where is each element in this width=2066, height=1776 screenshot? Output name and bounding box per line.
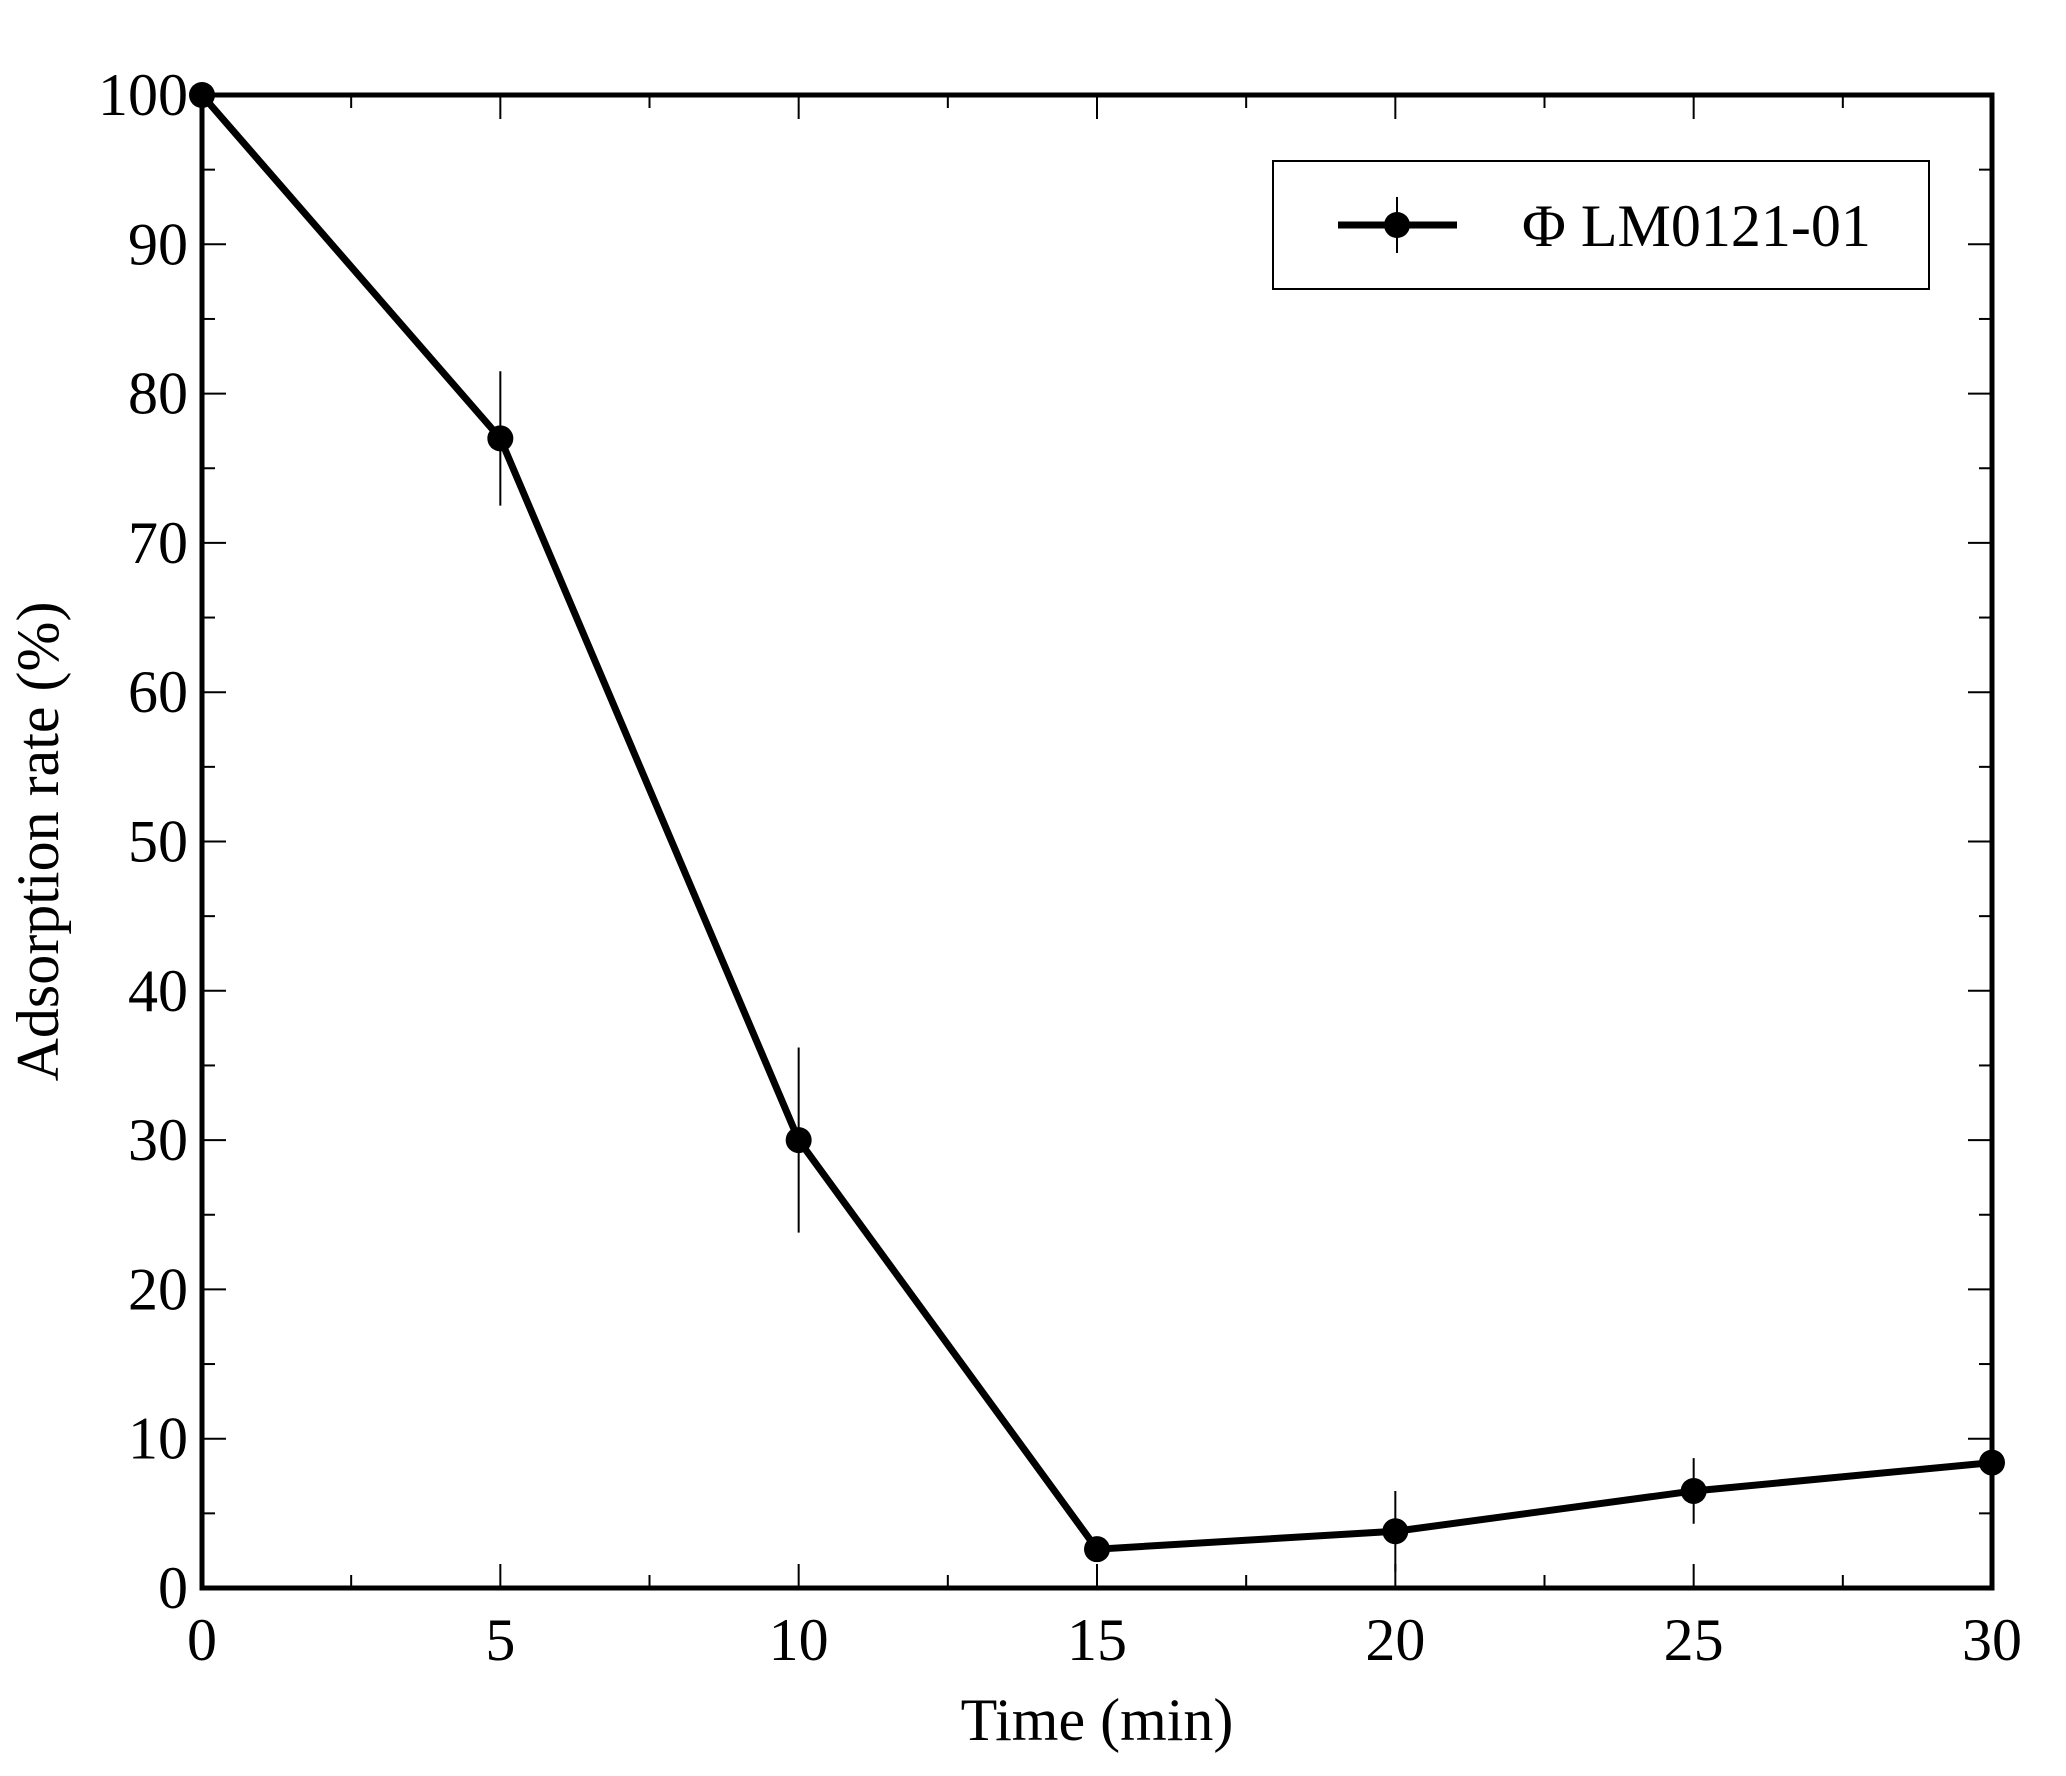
x-tick-label: 5 [485,1607,515,1673]
y-tick-label: 30 [128,1107,188,1173]
series-line [198,91,1996,1553]
y-tick-label: 90 [128,211,188,277]
y-tick-label: 80 [128,361,188,427]
data-point-marker [1382,1518,1409,1545]
data-point-marker [1680,1477,1707,1504]
y-tick-label: 70 [128,510,188,576]
plot-area-frame [199,92,1995,1591]
y-tick-label: 40 [128,958,188,1024]
tick-labels: 0 5 10 15 20 25 30 0 10 20 30 40 50 60 70 80 90 100 [98,62,2022,1673]
legend: Φ LM0121-01 [1272,160,1930,290]
y-tick-label: 60 [128,659,188,725]
y-tick-label: 100 [98,62,188,128]
x-tick-label: 15 [1067,1607,1127,1673]
y-axis-title: Adsorption rate (%) [5,602,71,1082]
x-tick-label: 25 [1664,1607,1724,1673]
legend-marker-sample [1384,212,1410,238]
data-point-marker [1084,1536,1110,1563]
x-tick-label: 0 [187,1607,217,1673]
data-layer [189,82,2005,1572]
y-tick-label: 0 [158,1555,188,1621]
x-axis-title: Time (min) [961,1687,1234,1753]
y-tick-label: 20 [128,1256,188,1322]
data-point-marker [487,425,514,452]
data-point-marker [785,1127,812,1154]
x-tick-label: 30 [1962,1607,2022,1673]
x-tick-label: 20 [1365,1607,1425,1673]
legend-label: Φ LM0121-01 [1522,193,1871,259]
y-tick-label: 50 [128,809,188,875]
x-tick-label: 10 [769,1607,829,1673]
axis-ticks [201,94,1993,1589]
y-tick-label: 10 [128,1406,188,1472]
